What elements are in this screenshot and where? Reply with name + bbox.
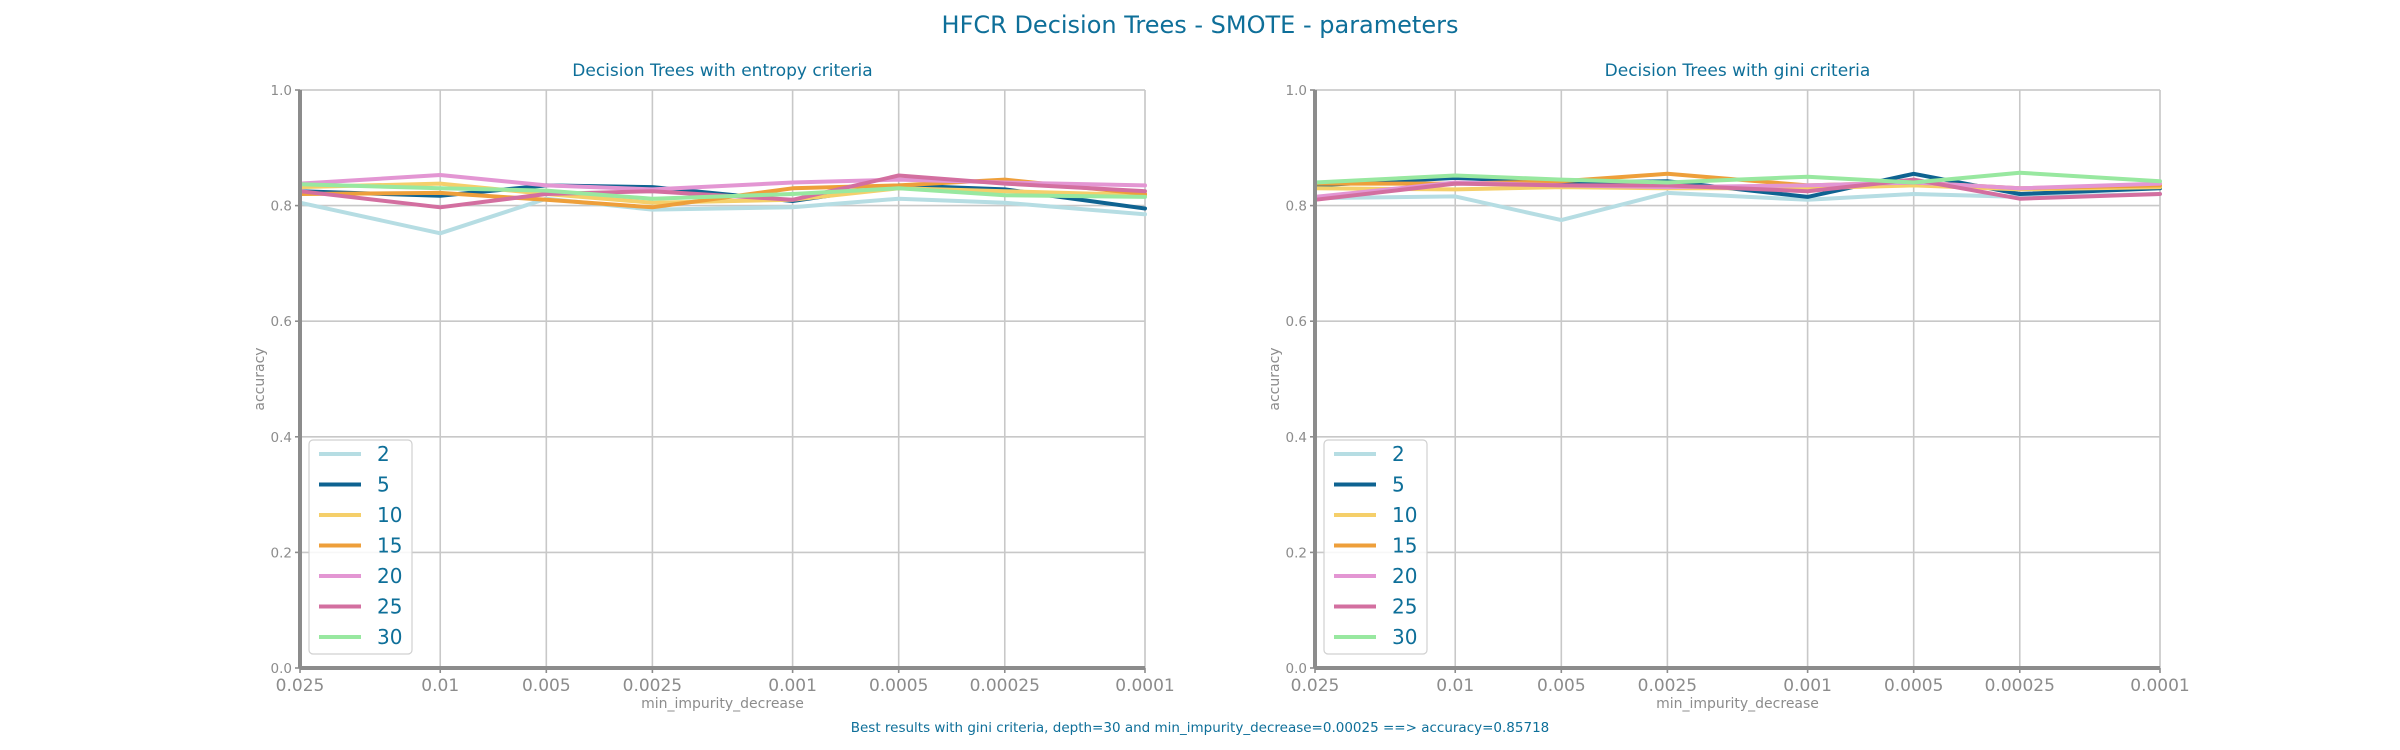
x-tick-label: 0.0025 <box>1638 676 1697 696</box>
y-tick-label: 1.0 <box>271 83 292 99</box>
legend-label: 20 <box>377 564 402 588</box>
chart-title: Decision Trees with entropy criteria <box>572 61 872 81</box>
y-tick-label: 0.6 <box>1286 314 1307 330</box>
y-axis-label: accuracy <box>1267 347 1283 410</box>
y-tick-label: 0.8 <box>271 199 292 215</box>
x-axis-label: min_impurity_decrease <box>641 696 804 712</box>
y-tick-label: 0.2 <box>1286 545 1307 561</box>
chart-title: Decision Trees with gini criteria <box>1605 61 1871 81</box>
series-line-10 <box>298 181 1147 205</box>
legend-label: 5 <box>377 473 390 497</box>
legend-label: 25 <box>1392 595 1417 619</box>
figure-title: HFCR Decision Trees - SMOTE - parameters <box>942 11 1459 39</box>
x-tick-label: 0.005 <box>1537 676 1586 696</box>
x-tick-label: 0.025 <box>1291 676 1340 696</box>
y-tick-label: 0.8 <box>1286 199 1307 215</box>
x-tick-label: 0.025 <box>276 676 325 696</box>
x-tick-label: 0.0005 <box>1884 676 1943 696</box>
legend-label: 5 <box>1392 473 1405 497</box>
x-tick-label: 0.0005 <box>869 676 928 696</box>
y-tick-label: 0.6 <box>271 314 292 330</box>
chart-entropy: Decision Trees with entropy criteria0.00… <box>252 61 1175 712</box>
legend-label: 10 <box>377 503 402 527</box>
series-line-2 <box>298 196 1147 236</box>
series-line-30 <box>298 182 1147 201</box>
x-tick-label: 0.0001 <box>1115 676 1174 696</box>
legend-label: 15 <box>1392 534 1417 558</box>
chart-gini: Decision Trees with gini criteria 0.0 0.2 0… <box>1267 61 2190 712</box>
legend-label: 25 <box>377 595 402 619</box>
x-tick-label: 0.005 <box>522 676 571 696</box>
legend-label: 20 <box>1392 564 1417 588</box>
y-tick-label: 0.0 <box>271 661 292 677</box>
y-axis-label: accuracy <box>252 347 268 410</box>
legend-label: 15 <box>377 534 402 558</box>
series-line-25 <box>1313 177 2162 202</box>
plots-container: Decision Trees with entropy criteria0.00… <box>252 61 2190 712</box>
legend-label: 30 <box>377 625 402 649</box>
x-tick-label: 0.0025 <box>623 676 682 696</box>
figure-footer: Best results with gini criteria, depth=3… <box>851 720 1550 736</box>
y-tick-label: 0.0 <box>1286 661 1307 677</box>
legend-label: 10 <box>1392 503 1417 527</box>
x-tick-label: 0.00025 <box>1985 676 2055 696</box>
x-tick-label: 0.00025 <box>970 676 1040 696</box>
x-tick-label: 0.0001 <box>2130 676 2189 696</box>
y-tick-label: 1.0 <box>1286 83 1307 99</box>
legend-label: 2 <box>377 442 390 466</box>
legend-label: 30 <box>1392 625 1417 649</box>
y-tick-label: 0.4 <box>271 430 292 446</box>
series-line-30 <box>1313 170 2162 185</box>
y-tick-label: 0.4 <box>1286 430 1307 446</box>
x-tick-label: 0.01 <box>1436 676 1474 696</box>
x-tick-label: 0.001 <box>1783 676 1832 696</box>
x-tick-label: 0.01 <box>421 676 459 696</box>
x-tick-label: 0.001 <box>768 676 817 696</box>
y-tick-label: 0.2 <box>271 545 292 561</box>
x-axis-label: min_impurity_decrease <box>1656 696 1819 712</box>
legend-label: 2 <box>1392 442 1405 466</box>
